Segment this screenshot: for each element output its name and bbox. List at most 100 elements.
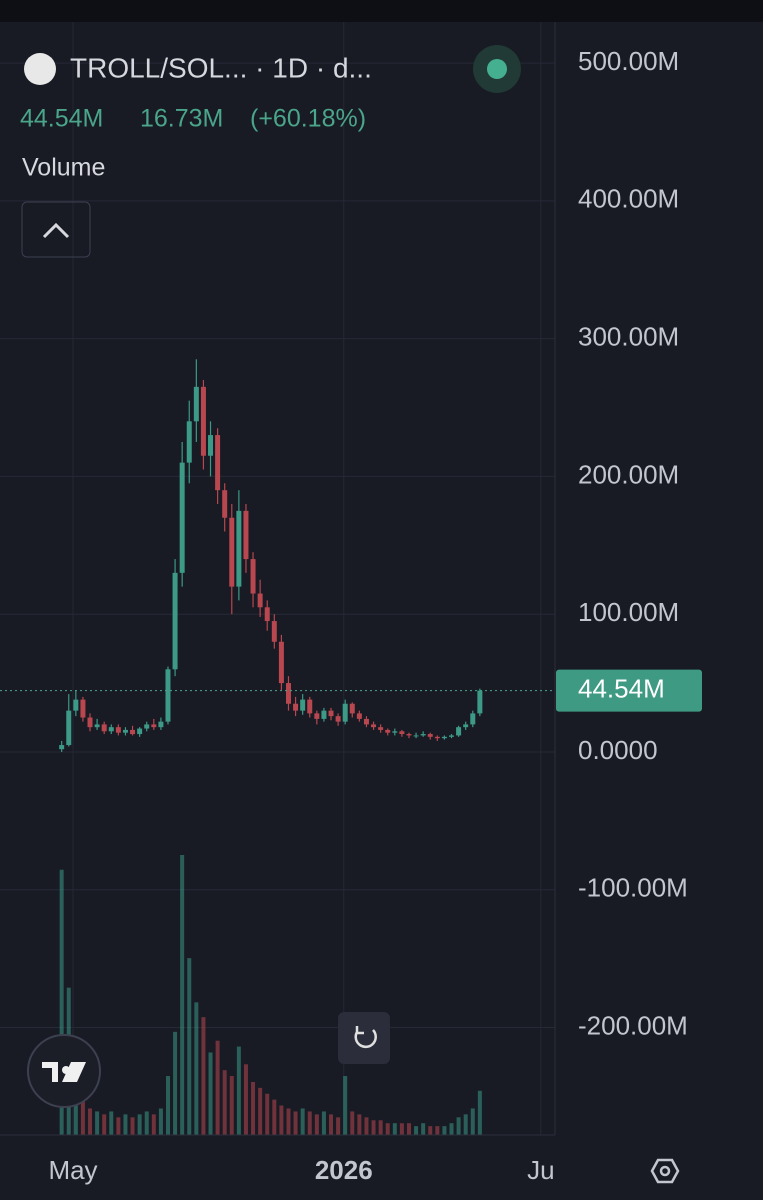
reset-icon [354,1026,377,1049]
indicator-label: Volume [22,154,105,182]
candle-body [413,735,419,737]
volume-bar [357,1114,362,1135]
y-tick-label: -100.00M [578,873,688,903]
volume-bar [137,1114,142,1135]
candle-body [427,734,433,737]
symbol-title: TROLL/SOL... · 1D · d... [70,52,372,83]
volume-bar [336,1117,341,1135]
volume-bar [286,1108,291,1135]
settings-icon [659,1165,671,1177]
candle-body [321,710,327,719]
volume-bar [194,1002,199,1135]
candle-body [172,572,178,670]
candle-body [285,683,291,704]
chart-background [0,22,763,1200]
volume-bar [463,1114,468,1135]
volume-bar [88,1108,93,1135]
candle-body [470,713,476,725]
volume-bar [215,1040,220,1135]
volume-bar [414,1126,419,1135]
candle-body [434,736,440,739]
candle-body [236,510,242,587]
y-tick-label: 300.00M [578,322,679,352]
candle-body [441,736,447,739]
volume-bar [80,1099,85,1135]
last-price-label: 44.54M [578,673,665,703]
last-value: 44.54M [20,105,103,133]
volume-bar [300,1108,305,1135]
candle-body [193,386,199,422]
candle-body [186,421,192,463]
candle-body [222,490,228,518]
volume-bar [421,1123,426,1135]
candle-body [342,703,348,722]
last-price-box [556,669,702,712]
candle-body [130,729,136,735]
logo-mark [42,1062,86,1082]
candle-body [456,727,462,736]
change-percent: (+60.18%) [250,105,366,133]
settings-button[interactable] [650,1158,680,1184]
candle-body [243,510,249,560]
volume-bar [477,1090,482,1135]
candle-body [349,703,355,714]
volume-bar [229,1076,234,1135]
volume-bar [180,855,185,1135]
volume-bar [236,1046,241,1135]
candle-body [87,717,93,728]
symbol-icon [24,53,56,85]
candle-body [378,727,384,730]
logo-dot [62,1066,70,1074]
volume-bar [130,1117,135,1135]
volume-bar [59,869,64,1135]
candle-body [250,559,256,594]
candle-body [101,724,107,732]
volume-bar [95,1111,100,1135]
volume-bar [272,1099,277,1135]
candle-body [80,699,86,718]
y-tick-label: 100.00M [578,597,679,627]
volume-bar [435,1126,440,1135]
volume-bar [392,1123,397,1135]
volume-bar [222,1070,227,1135]
candle-body [108,727,114,732]
volume-bar [378,1120,383,1135]
x-tick-label: May [48,1155,97,1185]
candle-body [208,435,214,456]
reset-button[interactable] [338,1012,390,1064]
volume-bar [329,1114,334,1135]
collapse-button[interactable] [21,201,91,258]
volume-bar [144,1111,149,1135]
volume-bar [293,1111,298,1135]
x-tick-label: Ju [527,1155,554,1185]
status-dot [487,59,507,79]
volume-bar [123,1114,128,1135]
candle-body [122,729,128,733]
volume-bar [116,1117,121,1135]
volume-bar [265,1093,270,1135]
volume-bar [385,1123,390,1135]
candle-body [356,713,362,719]
volume-bar [428,1126,433,1135]
y-tick-label: 500.00M [578,46,679,76]
candle-body [307,699,313,714]
volume-bar [350,1111,355,1135]
candle-body [406,734,412,736]
candle-body [392,731,398,733]
volume-bar [208,1052,213,1135]
candle-body [371,724,377,728]
y-tick-label: 0.0000 [578,735,658,765]
volume-bar [109,1111,114,1135]
volume-bar [187,958,192,1135]
candle-body [420,734,426,736]
volume-bar [307,1111,312,1135]
collapse-icon [42,222,70,239]
candle-body [463,724,469,728]
candle-body [144,724,150,729]
volume-bar [364,1117,369,1135]
candle-body [257,593,263,608]
volume-bar [456,1117,461,1135]
volume-bar [201,1017,206,1135]
volume-bar [102,1114,107,1135]
